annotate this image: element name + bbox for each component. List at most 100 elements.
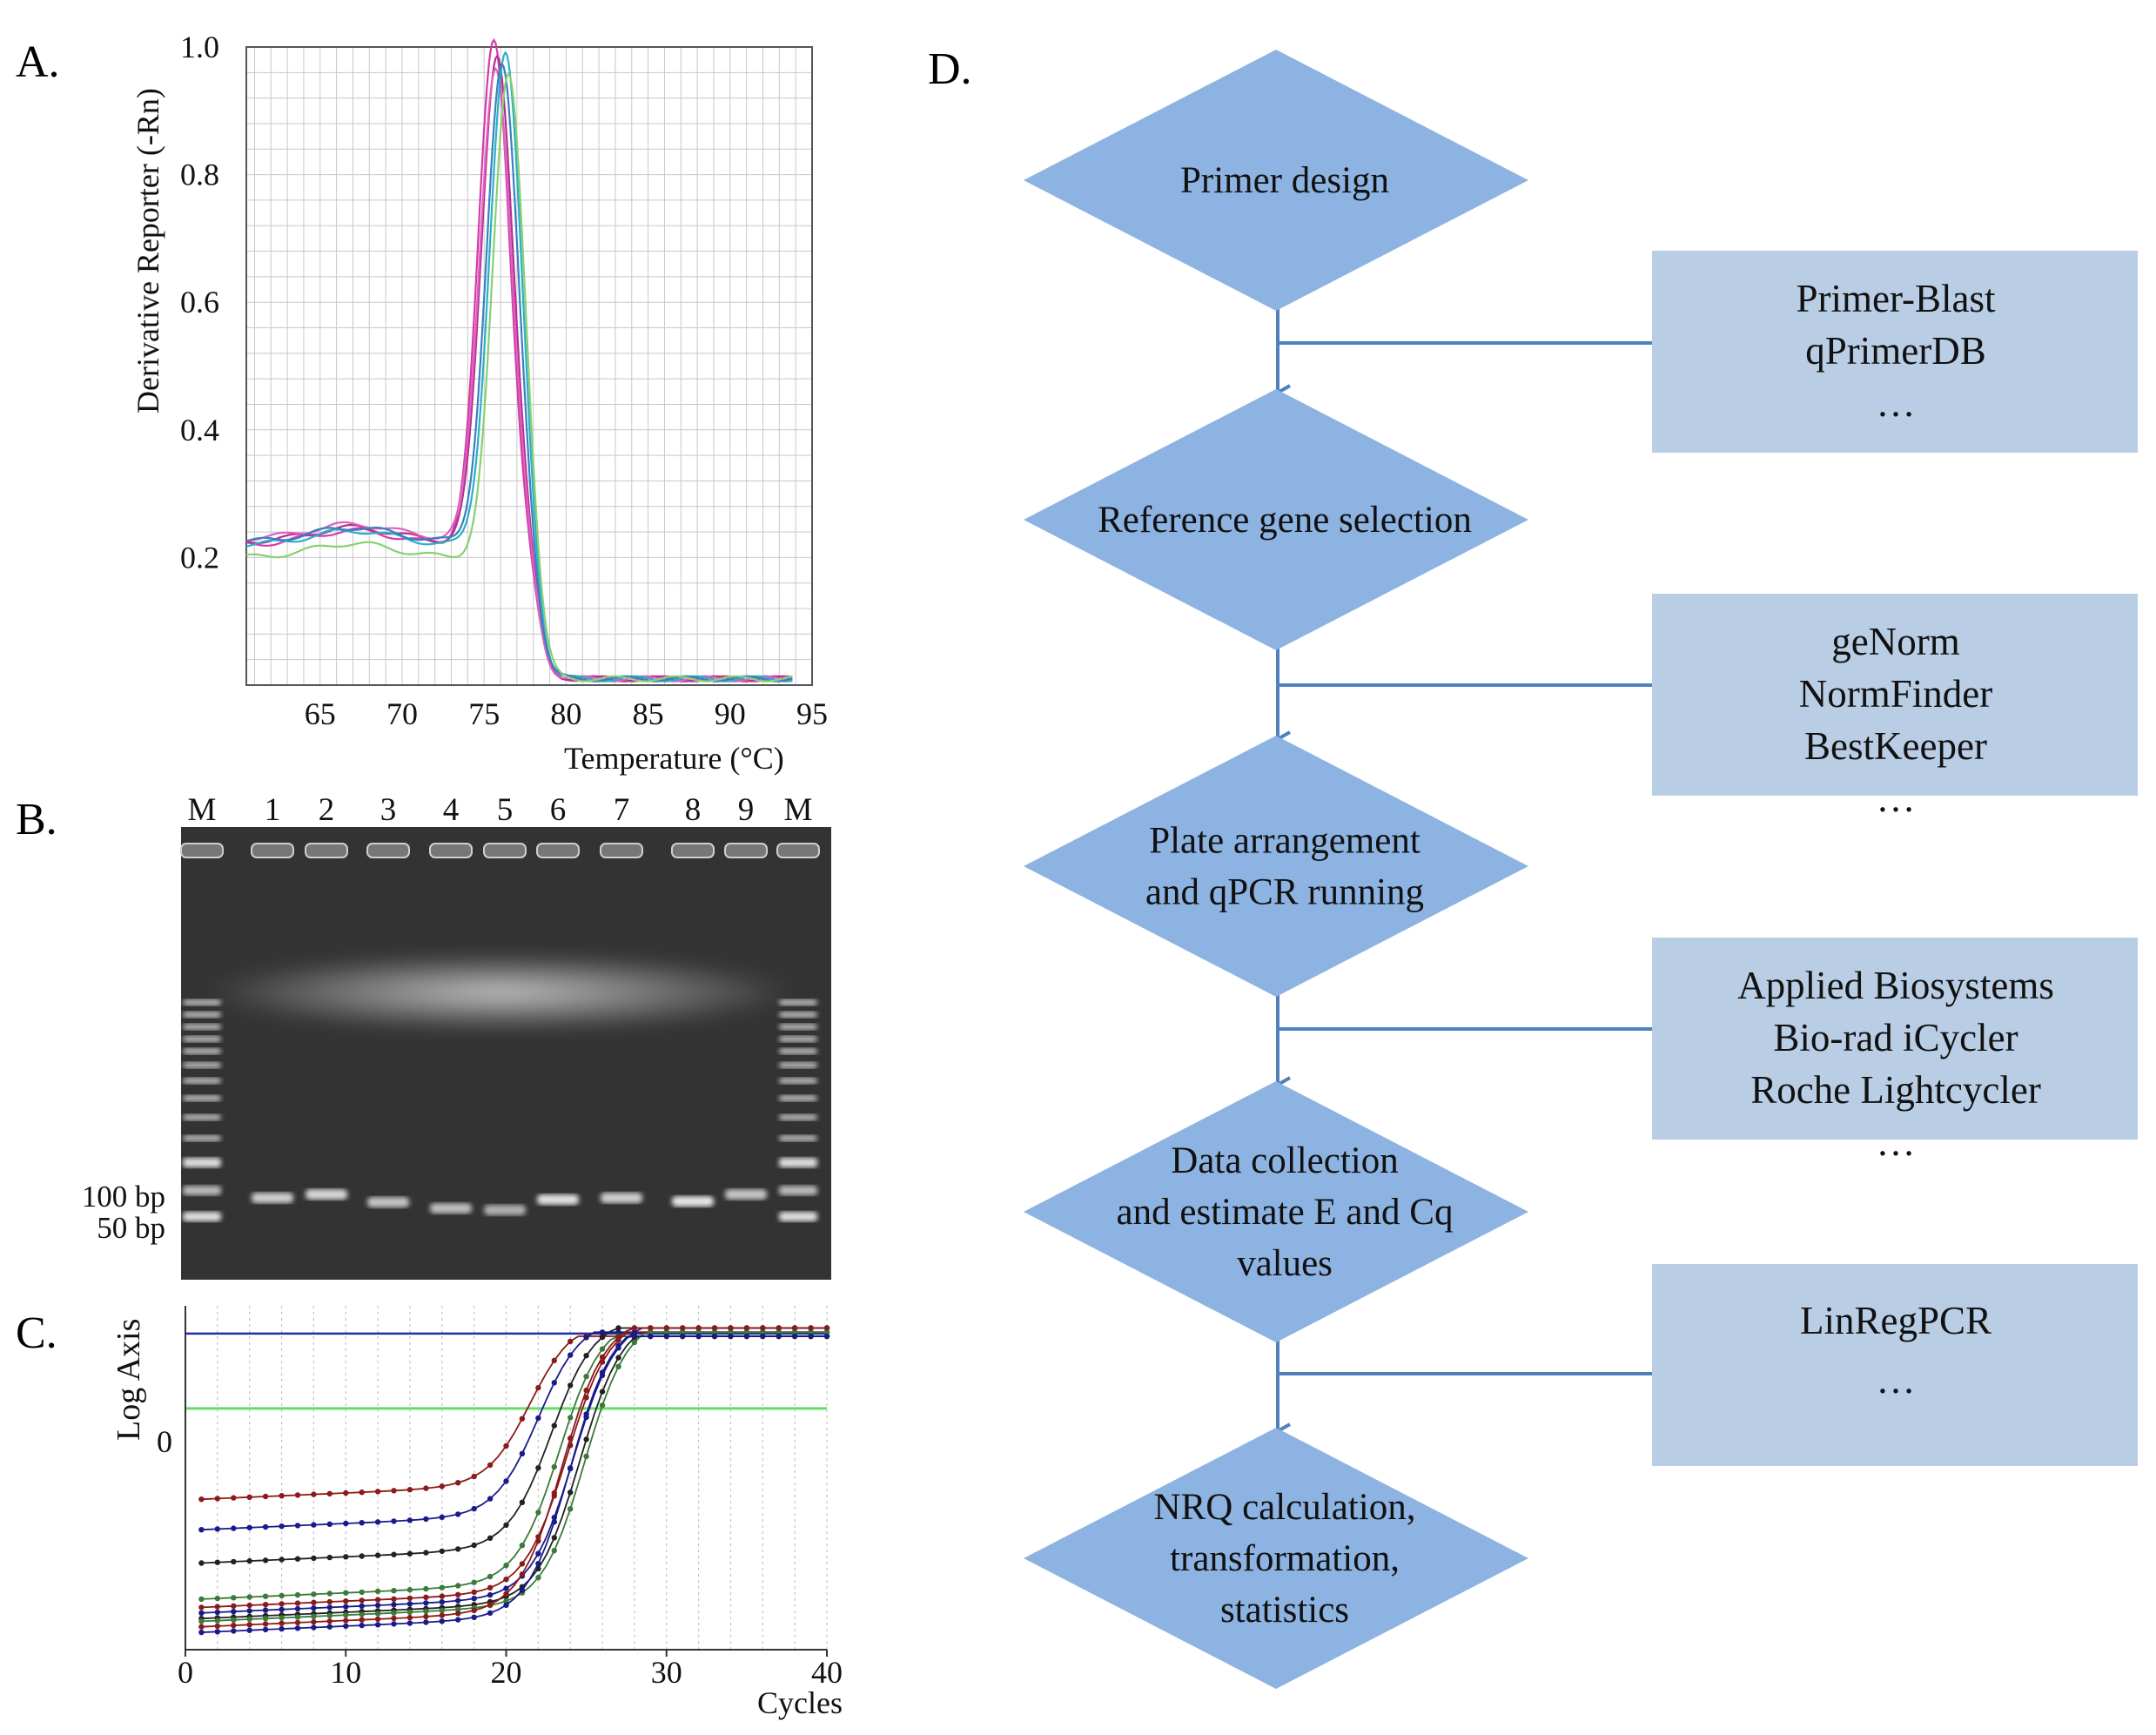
gel-well bbox=[305, 843, 348, 858]
melt-x-tick: 65 bbox=[305, 696, 336, 731]
amp-point bbox=[487, 1496, 494, 1502]
amp-point bbox=[439, 1584, 445, 1590]
amp-point bbox=[695, 1325, 702, 1331]
amp-point bbox=[423, 1619, 429, 1625]
amp-point bbox=[326, 1590, 332, 1597]
amp-point bbox=[535, 1537, 541, 1544]
melt-plot-frame bbox=[245, 46, 813, 686]
pcr-band-lane-6 bbox=[537, 1194, 579, 1205]
amp-point bbox=[583, 1387, 589, 1394]
amp-point bbox=[406, 1550, 413, 1557]
amp-point bbox=[262, 1523, 269, 1530]
amp-point bbox=[214, 1629, 220, 1635]
gel-well bbox=[600, 843, 643, 858]
amp-point bbox=[503, 1577, 509, 1583]
amp-point bbox=[648, 1329, 654, 1335]
amp-point bbox=[503, 1522, 509, 1529]
amp-point bbox=[423, 1585, 429, 1592]
tool-name: BestKeeper bbox=[1804, 724, 1987, 768]
pcr-band-lane-2 bbox=[306, 1189, 347, 1200]
melt-x-tick: 85 bbox=[633, 696, 664, 731]
flow-step-label: and estimate E and Cq bbox=[1117, 1192, 1454, 1233]
ladder-band bbox=[183, 1186, 221, 1195]
amp-point bbox=[246, 1494, 252, 1501]
tool-name: LinRegPCR bbox=[1800, 1299, 1991, 1342]
ladder-band bbox=[183, 1078, 221, 1084]
amp-point bbox=[583, 1353, 589, 1359]
amp-point bbox=[823, 1325, 830, 1331]
melt-y-tick: 0.8 bbox=[180, 158, 219, 192]
amp-point bbox=[231, 1525, 237, 1531]
ladder-band bbox=[779, 1036, 817, 1042]
amp-point bbox=[631, 1325, 638, 1331]
amp-point bbox=[262, 1607, 269, 1613]
amp-point bbox=[695, 1329, 702, 1335]
lane-label-3: 3 bbox=[380, 792, 397, 828]
amp-point bbox=[343, 1490, 349, 1496]
amp-point bbox=[391, 1602, 397, 1608]
amp-point bbox=[568, 1352, 574, 1358]
amplification-plot: 0 10 20 30 40 Log Axis 0 Cycles bbox=[111, 1306, 843, 1720]
tool-box-1 bbox=[1652, 251, 2138, 453]
amp-point bbox=[599, 1329, 606, 1335]
amp-point bbox=[471, 1473, 477, 1480]
amp-point bbox=[198, 1629, 205, 1636]
amp-point bbox=[359, 1622, 365, 1629]
amp-point bbox=[631, 1339, 638, 1346]
amp-point bbox=[455, 1511, 461, 1517]
amp-point bbox=[246, 1524, 252, 1531]
flow-step-label: and qPCR running bbox=[1145, 872, 1424, 913]
amp-point bbox=[648, 1333, 654, 1340]
amp-point bbox=[455, 1546, 461, 1552]
amp-point bbox=[711, 1333, 718, 1340]
lane-label-M: M bbox=[784, 792, 813, 828]
amp-point bbox=[359, 1490, 365, 1496]
amp-point bbox=[359, 1611, 365, 1617]
amp-curve-3 bbox=[201, 1327, 827, 1564]
amp-point bbox=[519, 1499, 526, 1506]
amp-point bbox=[471, 1607, 477, 1614]
amp-point bbox=[439, 1607, 445, 1614]
ladder-band bbox=[779, 1078, 817, 1084]
ladder-band bbox=[779, 1062, 817, 1068]
amp-point bbox=[214, 1595, 220, 1602]
amp-point bbox=[487, 1535, 494, 1542]
amp-point bbox=[343, 1617, 349, 1624]
amp-point bbox=[823, 1333, 830, 1340]
amp-y-tick-zero: 0 bbox=[157, 1424, 172, 1459]
amp-point bbox=[599, 1334, 606, 1341]
amp-point bbox=[326, 1618, 332, 1624]
amp-point bbox=[455, 1611, 461, 1617]
amp-point bbox=[760, 1333, 766, 1340]
amp-point bbox=[279, 1625, 285, 1632]
amp-point bbox=[231, 1595, 237, 1601]
lane-label-7: 7 bbox=[614, 792, 630, 828]
pcr-band-lane-5 bbox=[484, 1205, 526, 1215]
amp-point bbox=[391, 1615, 397, 1622]
amp-point bbox=[406, 1517, 413, 1523]
amp-point bbox=[246, 1594, 252, 1600]
amp-curve-9 bbox=[201, 1327, 827, 1628]
tool-name: NormFinder bbox=[1799, 672, 1992, 716]
amp-point bbox=[406, 1620, 413, 1626]
amp-point bbox=[198, 1596, 205, 1603]
amp-point bbox=[391, 1610, 397, 1616]
lane-label-6: 6 bbox=[550, 792, 567, 828]
amp-point bbox=[423, 1608, 429, 1615]
flow-step-label: statistics bbox=[1220, 1590, 1349, 1631]
amp-point bbox=[374, 1519, 381, 1525]
amp-point bbox=[423, 1600, 429, 1606]
amp-point bbox=[359, 1520, 365, 1526]
melt-x-tick: 90 bbox=[715, 696, 746, 731]
tool-box-3 bbox=[1652, 938, 2138, 1140]
amp-point bbox=[214, 1526, 220, 1532]
amp-point bbox=[535, 1384, 541, 1391]
amp-point bbox=[374, 1622, 381, 1628]
amp-point bbox=[294, 1523, 301, 1529]
amp-point bbox=[198, 1624, 205, 1630]
flow-step-label: NRQ calculation, bbox=[1154, 1487, 1416, 1528]
amp-point bbox=[374, 1611, 381, 1617]
amp-point bbox=[583, 1374, 589, 1380]
amp-point bbox=[551, 1519, 557, 1525]
ladder-band bbox=[779, 1158, 817, 1167]
